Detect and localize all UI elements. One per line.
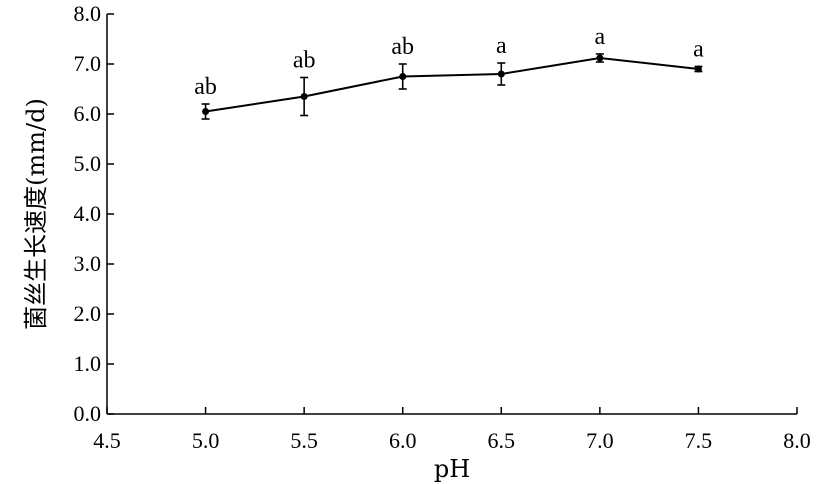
y-axis-title: 菌丝生长速度(mm/d) [22, 98, 50, 330]
series-line [205, 56, 699, 113]
data-point [596, 54, 604, 62]
data-point [497, 70, 505, 78]
x-tick-label: 8.0 [783, 428, 811, 453]
y-tick-label: 5.0 [74, 151, 102, 176]
y-ticks: 0.0 1.0 2.0 3.0 4.0 5.0 6.0 7.0 8.0 [74, 1, 114, 426]
significance-label: ab [194, 74, 217, 100]
y-tick-label: 0.0 [74, 401, 102, 426]
significance-label: ab [293, 48, 316, 74]
y-tick-label: 6.0 [74, 101, 102, 126]
x-tick-label: 4.5 [93, 428, 121, 453]
significance-label: a [496, 33, 507, 59]
x-tick-label: 5.0 [192, 428, 220, 453]
data-point [399, 73, 407, 80]
data-series: ab ab ab a a a [194, 24, 704, 120]
significance-label: a [595, 24, 606, 50]
significance-label: ab [391, 34, 414, 60]
y-tick-label: 7.0 [74, 51, 102, 76]
x-tick-label: 7.5 [685, 428, 713, 453]
x-tick-label: 6.0 [389, 428, 417, 453]
x-tick-label: 5.5 [290, 428, 318, 453]
x-axis-title: pH [434, 455, 470, 483]
y-tick-label: 1.0 [74, 351, 102, 376]
y-tick-label: 8.0 [74, 1, 102, 26]
x-ticks: 4.5 5.0 5.5 6.0 6.5 7.0 7.5 8.0 [93, 407, 811, 453]
data-point [694, 65, 702, 73]
x-tick-label: 7.0 [586, 428, 614, 453]
significance-label: a [693, 37, 704, 63]
y-tick-label: 4.0 [74, 201, 102, 226]
x-tick-label: 6.5 [488, 428, 516, 453]
y-tick-label: 2.0 [74, 301, 102, 326]
data-point [300, 93, 308, 100]
data-point [202, 108, 210, 115]
y-tick-label: 3.0 [74, 251, 102, 276]
